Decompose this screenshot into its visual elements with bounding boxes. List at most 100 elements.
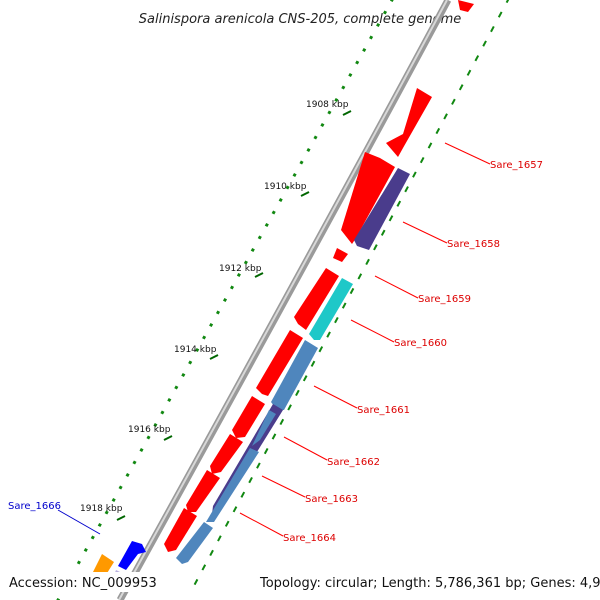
ring-dot — [299, 160, 304, 165]
ring-dot — [83, 547, 88, 553]
ring-dot — [490, 25, 495, 33]
scale-tick-label: 1914 kbp — [174, 345, 217, 355]
forward-cds-1658[interactable] — [341, 152, 395, 244]
forward-cds-1662[interactable] — [210, 434, 243, 474]
ring-dot — [111, 497, 116, 503]
reverse-cds-1664[interactable] — [176, 522, 213, 564]
reverse-strand-track — [176, 168, 410, 564]
leader-line — [402, 221, 448, 244]
ring-dot — [382, 10, 388, 15]
ring-dot — [174, 385, 179, 390]
ring-dot — [55, 597, 61, 600]
ring-dot — [209, 549, 214, 557]
ring-dot — [435, 127, 441, 135]
scale-tick-label: 1910 kbp — [264, 182, 307, 192]
leader-line — [313, 385, 358, 409]
ring-dot — [193, 578, 199, 586]
ring-dot — [365, 258, 370, 266]
gene-label[interactable]: Sare_1666 — [8, 501, 61, 512]
forward-cds-1659-small[interactable] — [333, 248, 348, 262]
reverse-cds-1658[interactable] — [354, 168, 410, 250]
gene-label[interactable]: Sare_1660 — [394, 338, 447, 349]
ring-dot — [202, 335, 207, 340]
forward-cds-1659[interactable] — [294, 268, 339, 330]
scale-tick — [342, 110, 352, 116]
ring-dot — [256, 462, 261, 469]
leader-line — [350, 319, 395, 343]
ring-dot — [389, 0, 395, 3]
ring-dot — [167, 397, 172, 403]
ring-dot — [153, 422, 158, 428]
reverse-cds-1662[interactable] — [252, 410, 276, 446]
gene-label[interactable]: Sare_1657 — [490, 160, 543, 171]
forward-cds-1657[interactable] — [386, 88, 432, 157]
reverse-cds-1660[interactable] — [271, 340, 318, 410]
scale-tick — [163, 435, 173, 441]
ring-dot — [195, 347, 200, 353]
ring-dot — [443, 113, 448, 120]
ring-dot — [257, 235, 262, 240]
forward-cds-top — [458, 0, 474, 12]
ring-dot — [271, 433, 277, 440]
ring-dot — [188, 360, 193, 365]
scale-ticks: 1908 kbp 1910 kbp 1912 kbp 1914 kbp 1916… — [80, 100, 352, 521]
gene-label[interactable]: Sare_1663 — [305, 494, 358, 505]
ring-dot — [318, 346, 324, 353]
ring-dot — [292, 172, 297, 178]
scale-tick-label: 1916 kbp — [128, 425, 171, 435]
scale-tick-label: 1912 kbp — [219, 264, 262, 274]
gene-label[interactable]: Sare_1664 — [283, 533, 336, 544]
ring-dot — [263, 447, 269, 455]
ring-dot — [104, 510, 109, 515]
forward-cds-1660[interactable] — [256, 330, 303, 396]
ring-dot — [248, 476, 253, 484]
ring-dot — [369, 35, 374, 40]
ring-dot — [376, 22, 381, 28]
leader-line — [261, 475, 306, 498]
ring-dot — [327, 110, 332, 115]
ring-dot — [427, 142, 433, 149]
ring-dot — [215, 310, 221, 315]
leader-line — [374, 275, 419, 299]
ring-dot — [404, 186, 409, 193]
gene-label[interactable]: Sare_1662 — [327, 457, 380, 468]
ring-dot — [90, 535, 95, 540]
ring-dot — [474, 55, 480, 62]
ring-dot — [326, 331, 331, 338]
ring-dot — [396, 200, 402, 207]
ring-dot — [146, 435, 151, 440]
ring-dot — [482, 40, 487, 47]
ring-dot — [243, 260, 248, 265]
ring-dot — [236, 272, 241, 278]
forward-cds-1663[interactable] — [186, 470, 220, 512]
ring-dot — [295, 389, 300, 397]
ring-dot — [118, 485, 123, 490]
ring-dot — [160, 410, 165, 415]
ring-dot — [373, 244, 378, 251]
accession-text: Accession: NC_009953 — [9, 576, 157, 591]
ring-dot — [125, 472, 130, 478]
scale-tick-label: 1918 kbp — [80, 504, 123, 514]
ring-dot — [302, 375, 308, 382]
forward-cds-1664[interactable] — [164, 508, 197, 552]
ring-dot — [229, 285, 235, 290]
forward-cds-1661[interactable] — [232, 396, 265, 438]
scale-tick-label: 1908 kbp — [306, 100, 349, 110]
gene-label[interactable]: Sare_1661 — [357, 405, 410, 416]
reverse-cds-1659[interactable] — [309, 278, 353, 340]
leader-line — [444, 142, 491, 165]
gene-label[interactable]: Sare_1658 — [447, 239, 500, 250]
ring-dot — [279, 418, 285, 426]
ring-dot — [497, 11, 503, 18]
reverse-cds-1663[interactable] — [206, 448, 259, 522]
gene-label[interactable]: Sare_1659 — [418, 294, 471, 305]
gene-labels: Sare_1657 Sare_1658 Sare_1659 Sare_1660 … — [8, 160, 543, 544]
forward-strand-track — [164, 0, 474, 552]
ring-dot — [341, 302, 347, 309]
scale-tick — [209, 354, 219, 360]
inner-dotted-ring — [193, 0, 511, 586]
forward-cds-1666[interactable] — [118, 541, 146, 570]
ring-dot — [412, 171, 417, 178]
